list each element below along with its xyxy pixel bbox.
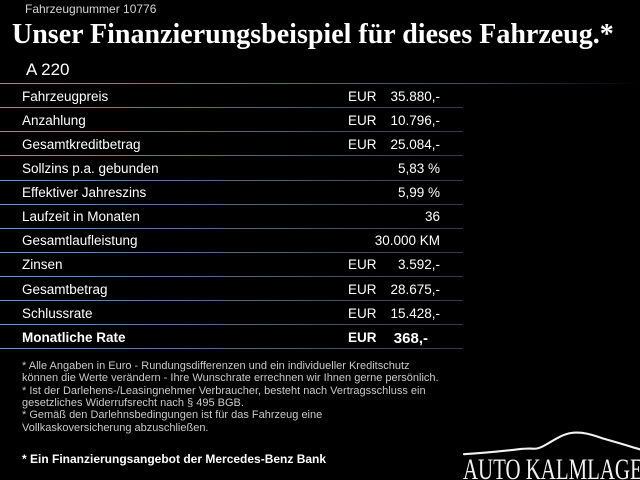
svg-text:AUTO KALMLAGE: AUTO KALMLAGE xyxy=(463,452,640,480)
